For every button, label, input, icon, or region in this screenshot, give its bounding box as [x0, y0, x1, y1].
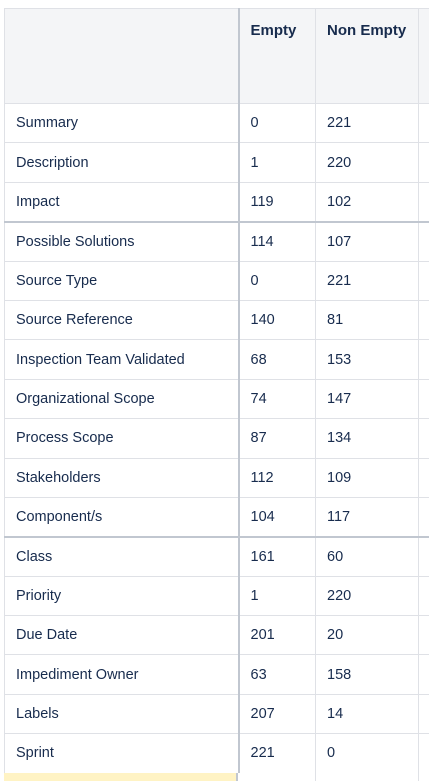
table-row: Inspection Team Validated 68 153 [4, 339, 429, 380]
empty-count-cell: 140 [238, 299, 316, 341]
non-empty-count-cell: 147 [315, 378, 419, 420]
non-empty-count-cell: 220 [315, 142, 419, 183]
extra-cell [418, 615, 429, 656]
table-body: Summary 0 221 Description 1 220 Impact 1… [4, 102, 429, 774]
non-empty-count-cell: 60 [315, 535, 419, 577]
field-name-cell: Process Scope [4, 418, 240, 459]
extra-cell [418, 339, 429, 380]
header-row: Empty Non Empty [4, 8, 429, 104]
extra-cell [418, 299, 429, 341]
empty-count-cell: 112 [238, 457, 316, 498]
extra-cell [418, 418, 429, 459]
table-row: Class 161 60 [4, 535, 429, 577]
extra-column-header [418, 8, 429, 104]
non-empty-count-cell: 153 [315, 339, 419, 380]
field-name-cell: Summary [4, 102, 240, 144]
empty-count-cell: 114 [238, 220, 316, 262]
table-row: Organizational Scope 74 147 [4, 378, 429, 420]
table-row: Due Date 201 20 [4, 615, 429, 656]
field-name-cell: Inspection Team Validated [4, 339, 240, 380]
empty-count-cell: 104 [238, 496, 316, 538]
field-name-cell: Stakeholders [4, 457, 240, 498]
extra-cell [418, 535, 429, 577]
empty-column-header[interactable]: Empty [238, 8, 316, 104]
extra-cell [418, 378, 429, 420]
non-empty-count-cell: 0 [315, 733, 419, 774]
column-divider [315, 773, 316, 781]
non-empty-count-cell: 14 [315, 693, 419, 735]
extra-cell [418, 575, 429, 617]
empty-count-cell: 1 [238, 142, 316, 183]
field-name-cell: Impediment Owner [4, 654, 240, 695]
field-name-cell: Possible Solutions [4, 220, 240, 262]
extra-cell [418, 654, 429, 695]
field-name-cell: Description [4, 142, 240, 183]
extra-cell [418, 181, 429, 223]
field-name-cell: Component/s [4, 496, 240, 538]
empty-count-cell: 201 [238, 615, 316, 656]
non-empty-count-cell: 158 [315, 654, 419, 695]
table-row: Stakeholders 112 109 [4, 457, 429, 498]
field-column-header [4, 8, 240, 104]
empty-count-cell: 0 [238, 260, 316, 301]
non-empty-count-cell: 221 [315, 102, 419, 144]
empty-count-cell: 63 [238, 654, 316, 695]
field-name-cell: Source Type [4, 260, 240, 301]
field-name-cell: Priority [4, 575, 240, 617]
empty-count-cell: 119 [238, 181, 316, 223]
non-empty-column-header[interactable]: Non Empty [315, 8, 419, 104]
field-name-cell: Organizational Scope [4, 378, 240, 420]
extra-cell [418, 733, 429, 774]
field-name-cell: Labels [4, 693, 240, 735]
non-empty-count-cell: 107 [315, 220, 419, 262]
next-row-partial [238, 773, 429, 781]
non-empty-count-cell: 221 [315, 260, 419, 301]
extra-cell [418, 693, 429, 735]
field-name-cell: Class [4, 535, 240, 577]
non-empty-count-cell: 20 [315, 615, 419, 656]
table-row: Component/s 104 117 [4, 496, 429, 538]
table-row: Impact 119 102 [4, 181, 429, 223]
non-empty-count-cell: 109 [315, 457, 419, 498]
table-row: Possible Solutions 114 107 [4, 220, 429, 262]
column-divider [418, 773, 419, 781]
empty-count-cell: 87 [238, 418, 316, 459]
field-name-cell: Impact [4, 181, 240, 223]
field-name-cell: Due Date [4, 615, 240, 656]
extra-cell [418, 142, 429, 183]
empty-count-cell: 68 [238, 339, 316, 380]
table-row: Description 1 220 [4, 142, 429, 183]
empty-count-cell: 74 [238, 378, 316, 420]
extra-cell [418, 457, 429, 498]
empty-count-cell: 0 [238, 102, 316, 144]
table-row: Priority 1 220 [4, 575, 429, 617]
non-empty-count-cell: 81 [315, 299, 419, 341]
field-name-cell: Sprint [4, 733, 240, 774]
field-stats-table: Empty Non Empty Summary 0 221 Descriptio… [4, 8, 429, 774]
empty-count-cell: 161 [238, 535, 316, 577]
non-empty-count-cell: 134 [315, 418, 419, 459]
table-row: Process Scope 87 134 [4, 418, 429, 459]
non-empty-count-cell: 102 [315, 181, 419, 223]
empty-count-cell: 207 [238, 693, 316, 735]
extra-cell [418, 102, 429, 144]
non-empty-count-cell: 117 [315, 496, 419, 538]
field-name-cell: Source Reference [4, 299, 240, 341]
highlighted-row-partial [4, 773, 238, 781]
non-empty-count-cell: 220 [315, 575, 419, 617]
extra-cell [418, 260, 429, 301]
table-header: Empty Non Empty [4, 8, 429, 104]
empty-count-cell: 1 [238, 575, 316, 617]
table-row: Labels 207 14 [4, 693, 429, 735]
table-row: Sprint 221 0 [4, 733, 429, 774]
extra-cell [418, 220, 429, 262]
extra-cell [418, 496, 429, 538]
table-row: Source Type 0 221 [4, 260, 429, 301]
empty-count-cell: 221 [238, 733, 316, 774]
table-row: Source Reference 140 81 [4, 299, 429, 341]
table-row: Summary 0 221 [4, 102, 429, 144]
table-row: Impediment Owner 63 158 [4, 654, 429, 695]
